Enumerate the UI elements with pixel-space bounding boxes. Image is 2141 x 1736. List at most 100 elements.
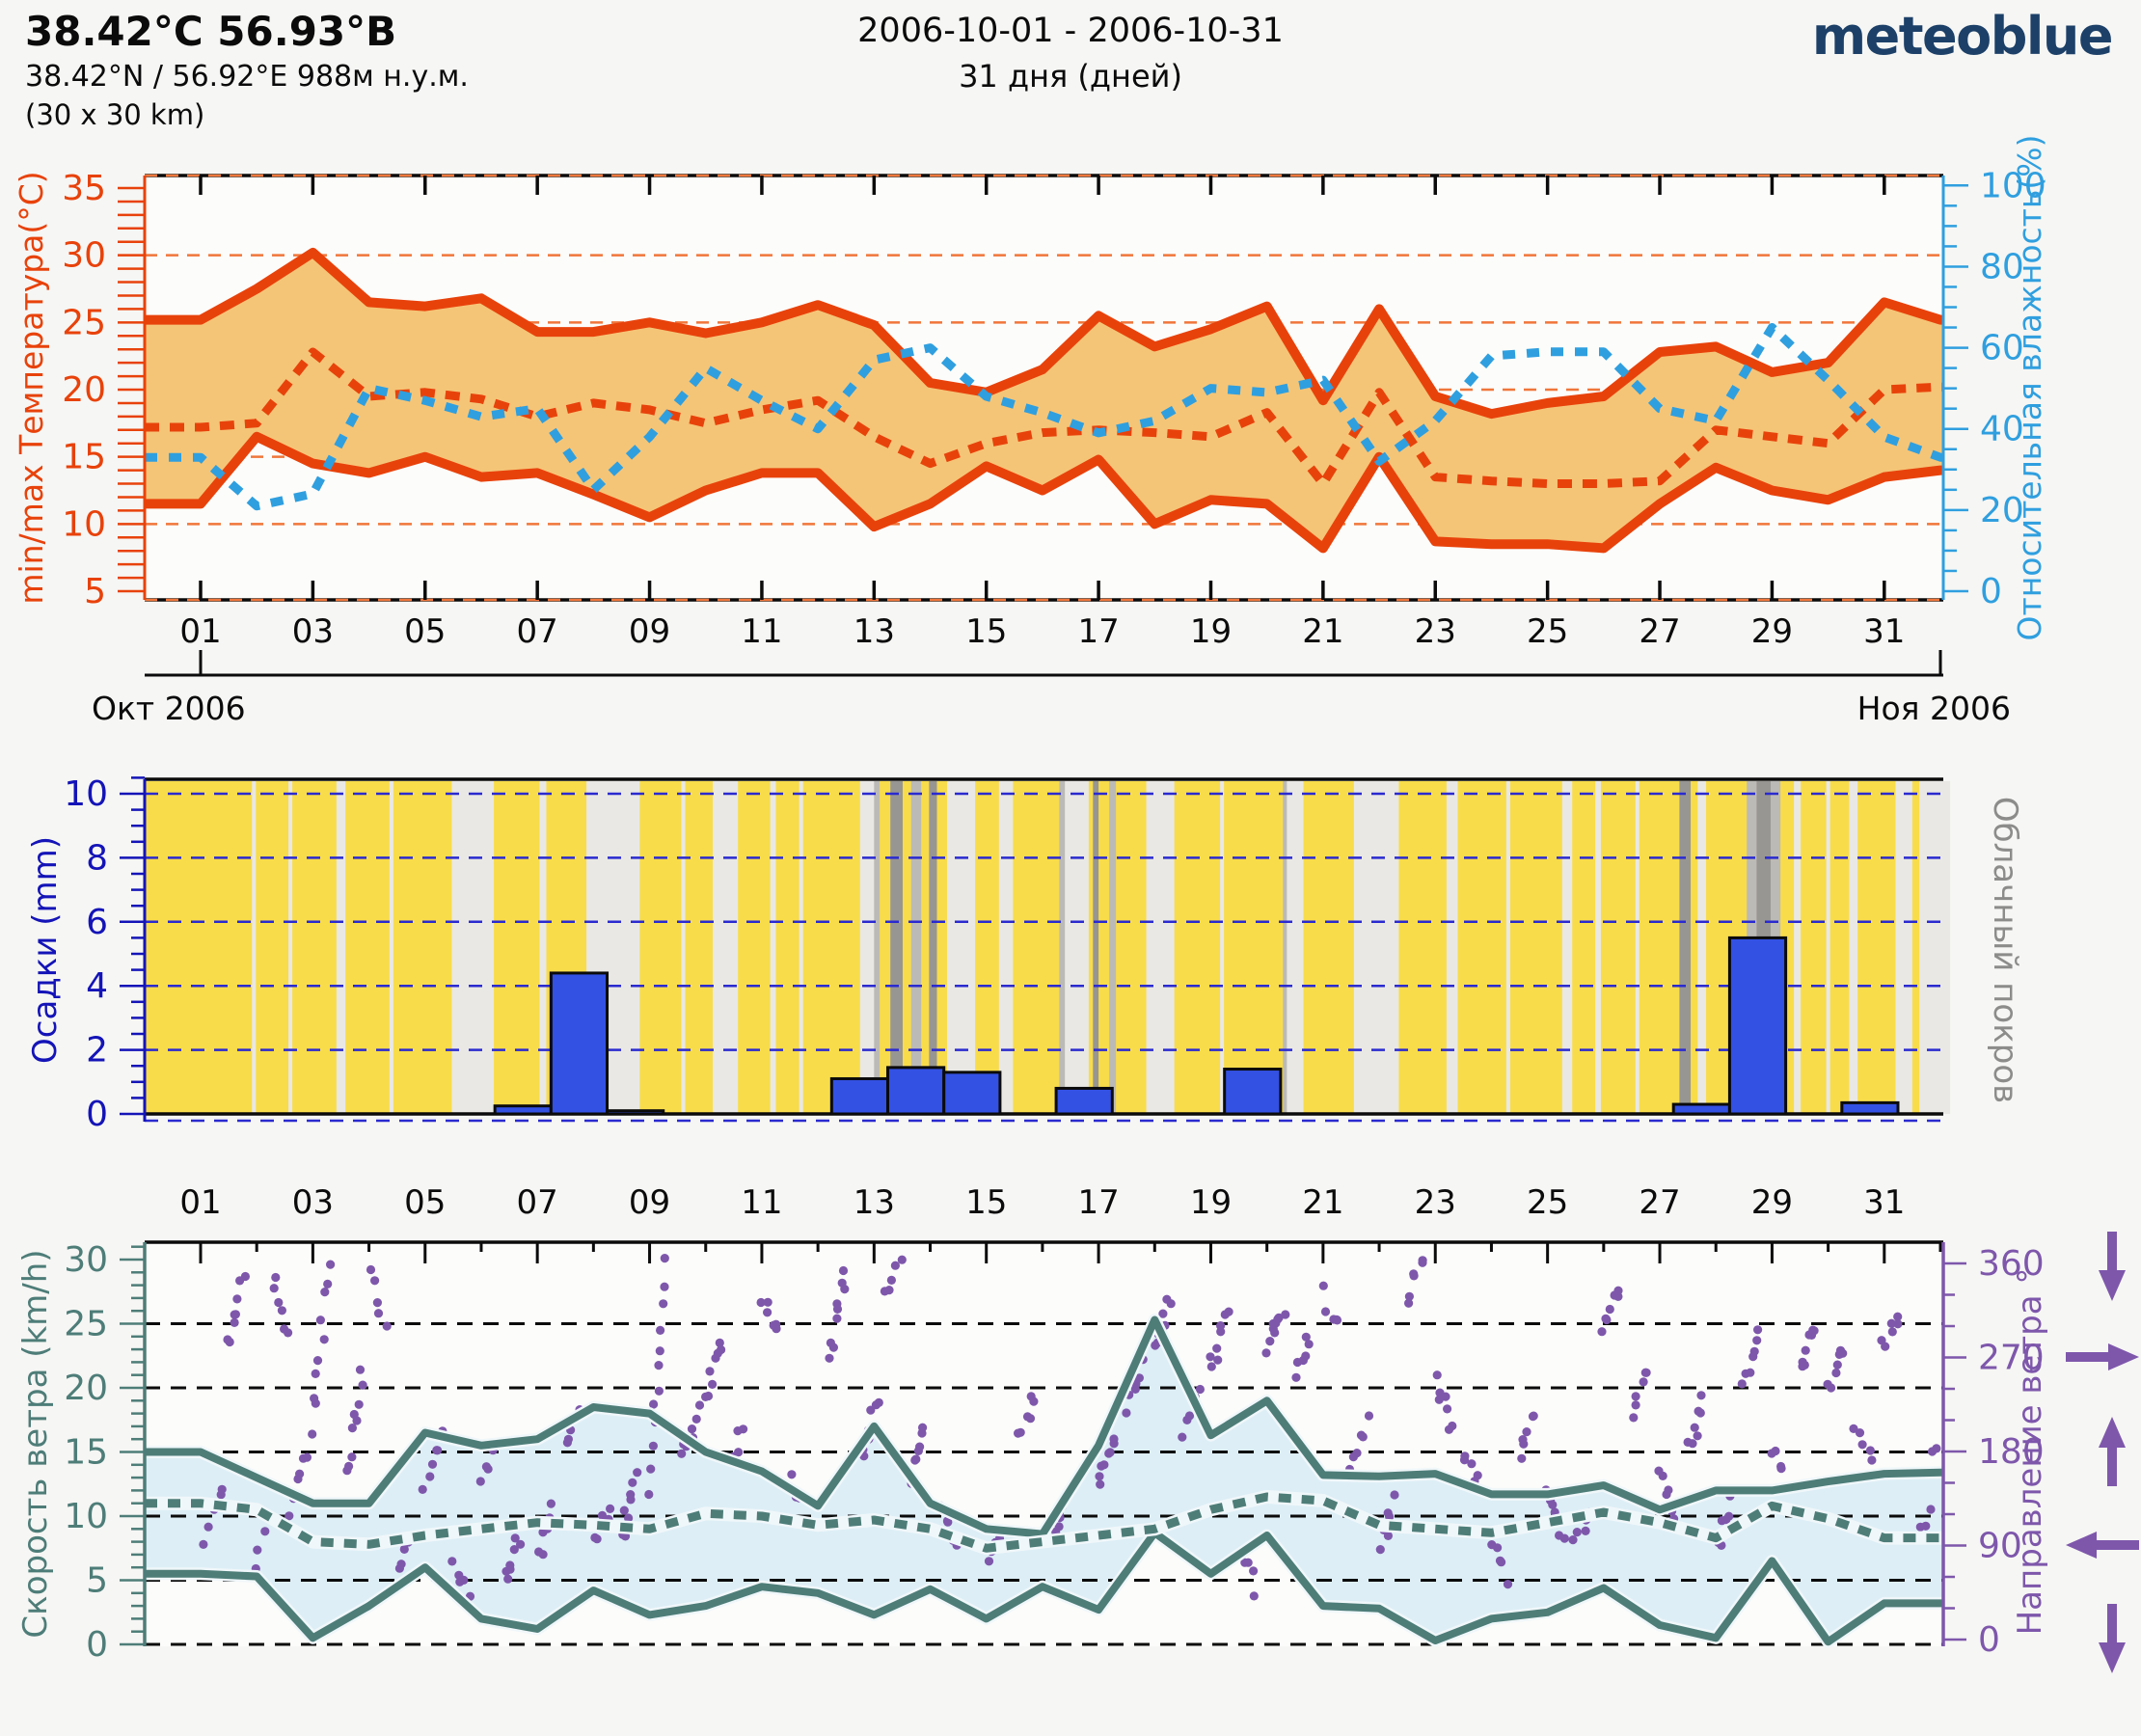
wind-direction-dot (344, 1461, 354, 1471)
wind-direction-dot (1206, 1352, 1215, 1362)
wind-direction-tick-label: 0 (1978, 1620, 2000, 1660)
cloud-band-light (1595, 781, 1601, 1114)
day-label: 15 (965, 612, 1007, 651)
wind-direction-dot (1881, 1342, 1890, 1351)
temp-tick-label: 30 (62, 236, 106, 276)
cloud-band-light (1505, 781, 1510, 1114)
temp-max-line (145, 247, 1945, 420)
day-label: 09 (629, 612, 670, 651)
wind-direction-dot (320, 1288, 330, 1297)
arrow-north-top-head (2099, 1270, 2126, 1301)
wind-direction-dot (1122, 1408, 1131, 1418)
wind-direction-dot (648, 1441, 659, 1451)
wind-direction-dot (509, 1545, 519, 1555)
wind-direction-dot (1893, 1312, 1903, 1321)
wind-direction-dot (1385, 1511, 1395, 1522)
day-label: 29 (1751, 1183, 1793, 1222)
wind-direction-dot (918, 1423, 928, 1432)
wind-direction-dot (1629, 1413, 1639, 1423)
wind-direction-dot (1631, 1392, 1640, 1401)
wind-direction-dot (370, 1276, 380, 1286)
wind-direction-dot (1109, 1439, 1119, 1449)
wind-max-line (145, 1316, 1944, 1538)
temp-axis-title: min/max Температура(°C) (13, 171, 50, 604)
wind-direction-dot (311, 1369, 320, 1378)
wind-direction-dot (274, 1297, 284, 1308)
wind-direction-dot (756, 1297, 766, 1308)
precip-tick-label: 4 (86, 966, 108, 1006)
temp-min-line (145, 431, 1945, 554)
cloud-band-light (1287, 781, 1304, 1114)
meteoblue-logo[interactable]: meteoblue (1811, 6, 2114, 67)
wind-direction-dot (874, 1397, 883, 1407)
cloud-band-light (451, 781, 495, 1114)
wind-direction-dot (1270, 1328, 1280, 1338)
cloud-band-light (1353, 781, 1399, 1114)
day-label: 21 (1302, 1183, 1343, 1222)
cloud-band-light (1697, 781, 1707, 1114)
precip-bar (1671, 1102, 1731, 1116)
cloud-band-medium (874, 781, 881, 1114)
wind-direction-dot (284, 1328, 293, 1338)
wind-direction-dot (312, 1356, 323, 1366)
wind-direction-dot (619, 1505, 629, 1515)
wind-direction-dot (425, 1472, 435, 1481)
wind-direction-dot (1166, 1299, 1176, 1309)
day-label: 01 (179, 1183, 221, 1222)
wind-direction-dot (649, 1399, 659, 1409)
cloud-band-light (1895, 781, 1912, 1114)
day-label: 17 (1077, 1183, 1119, 1222)
precip-tick-label: 6 (86, 903, 108, 942)
wind-direction-dot (1099, 1460, 1109, 1470)
wind-direction-dot (1352, 1449, 1362, 1458)
wind-direction-dot (1432, 1370, 1442, 1380)
wind-direction-dot (1613, 1286, 1623, 1295)
humidity-tick-label: 0 (1980, 572, 2002, 611)
wind-tick-label: 5 (86, 1561, 108, 1601)
wind-direction-dot (1261, 1348, 1271, 1358)
wind-direction-dot (1243, 1558, 1253, 1567)
day-label: 19 (1190, 1183, 1232, 1222)
cloud-band-light (1146, 781, 1175, 1114)
wind-direction-dot (230, 1317, 239, 1327)
day-label: 13 (854, 612, 895, 651)
cloud-band-light (336, 781, 346, 1114)
wind-direction-tick-label: 270 (1978, 1339, 2045, 1378)
cloud-band-light (1561, 781, 1573, 1114)
wind-direction-dot (1497, 1558, 1506, 1567)
cloud-band-light (1063, 781, 1089, 1114)
wind-direction-dot (1724, 1511, 1734, 1521)
wind-direction-dot (1104, 1449, 1114, 1458)
wind-direction-dot (915, 1442, 925, 1451)
wind-tick-label: 0 (86, 1625, 108, 1665)
wind-tick-label: 15 (64, 1433, 108, 1473)
day-label: 11 (741, 612, 782, 651)
wind-direction-dot (763, 1308, 772, 1317)
wind-direction-dot (347, 1424, 357, 1433)
day-label: 25 (1527, 612, 1568, 651)
precipitation-chart: 0 2 4 6 8 10 Осадки (mm) Облачный покров 01 03 05 0… (26, 774, 2024, 1222)
wind-direction-dot (1025, 1414, 1036, 1424)
day-label: 07 (517, 1183, 558, 1222)
wind-direction-dot (1867, 1455, 1877, 1465)
wind-direction-dot (825, 1353, 834, 1363)
wind-direction-dot (1631, 1400, 1640, 1410)
wind-direction-dot (1639, 1377, 1648, 1387)
wind-direction-dot (734, 1448, 744, 1457)
day-label: 29 (1751, 612, 1793, 651)
day-label: 15 (965, 1183, 1007, 1222)
wind-direction-dot (1886, 1318, 1896, 1328)
cloud-band-medium (1109, 781, 1117, 1114)
wind-direction-dot (1605, 1304, 1614, 1315)
wind-direction-dot (644, 1489, 654, 1500)
wind-direction-dot (911, 1454, 921, 1464)
precip-bar (1727, 936, 1788, 1116)
wind-tick-label: 20 (64, 1369, 108, 1408)
wind-direction-dot (763, 1297, 772, 1307)
wind-direction-dot (1519, 1439, 1529, 1449)
wind-direction-dot (372, 1298, 382, 1308)
precip-bars (493, 936, 1900, 1116)
cloud-band-light (1446, 781, 1458, 1114)
temperature-chart: 5 10 15 20 25 30 35 min/max Температура(°C) 0 20 4… (13, 135, 2048, 727)
wind-direction-dot (358, 1380, 367, 1390)
